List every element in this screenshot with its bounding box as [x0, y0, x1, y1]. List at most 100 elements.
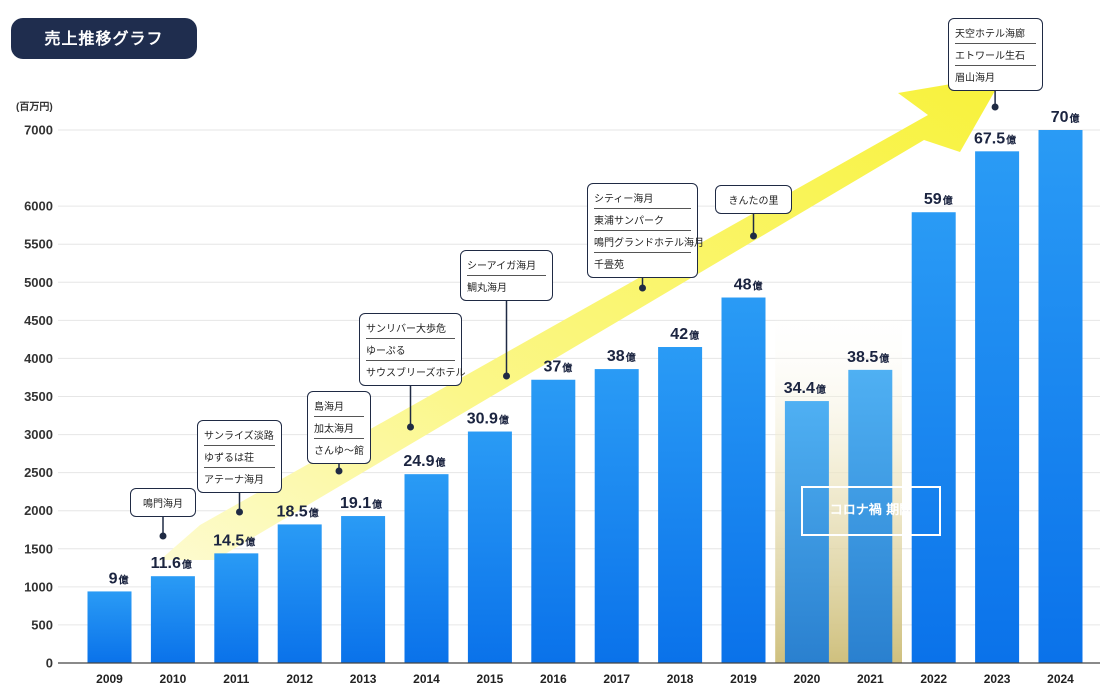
data-label-2011: 14.5 [213, 532, 244, 549]
data-labels: 9 億11.6 億14.5 億18.5 億19.1 億24.9 億30.9 億37 億38 億42… [109, 109, 1080, 587]
leader-dot-2013 [335, 467, 343, 475]
callout-2015-item-0: シーアイガ海月 [467, 254, 546, 276]
bar-2022 [911, 212, 956, 663]
bar-2020 [784, 401, 829, 663]
x-tick-2012: 2012 [286, 672, 313, 686]
callout-2023: 天空ホテル海廊 エトワール生石 眉山海月 [948, 18, 1043, 91]
callout-2019-item-0: きんたの里 [728, 196, 779, 207]
x-tick-2013: 2013 [350, 672, 377, 686]
bar-2009 [87, 591, 132, 663]
callout-2019: きんたの里 [715, 185, 792, 214]
data-label-unit-2019: 億 [753, 280, 763, 293]
callout-2010-item-0: 鳴門海月 [143, 499, 183, 510]
bar-2016 [531, 379, 576, 663]
bar-2021 [848, 369, 893, 663]
trend-arrow [160, 75, 1004, 560]
callout-2018-item-0: シティー海月 [594, 187, 691, 209]
callout-2013-item-2: さんゆ～館 [314, 446, 364, 457]
y-tick-0: 0 [46, 656, 53, 671]
x-tick-2018: 2018 [667, 672, 694, 686]
x-tick-2023: 2023 [984, 672, 1011, 686]
bars [87, 130, 1083, 663]
x-tick-2009: 2009 [96, 672, 123, 686]
bar-2023 [975, 151, 1020, 663]
x-tick-2010: 2010 [160, 672, 187, 686]
data-label-2010: 11.6 [151, 555, 181, 572]
data-label-2012: 18.5 [277, 503, 308, 520]
leader-dot-2010 [159, 532, 167, 540]
callout-2015-item-1: 鯛丸海月 [467, 283, 507, 294]
y-tick-1500: 1500 [24, 541, 53, 556]
y-unit-label: (百万円) [16, 101, 53, 113]
callout-2013-item-0: 島海月 [314, 395, 364, 417]
bar-2017 [594, 369, 639, 663]
callout-2014-item-2: サウスブリーズホテル [366, 368, 466, 379]
y-tick-5000: 5000 [24, 275, 53, 290]
data-label-2016: 37 [544, 359, 562, 376]
callout-2011-item-0: サンライズ淡路 [204, 424, 275, 446]
data-label-2015: 30.9 [467, 411, 498, 428]
callout-2011: サンライズ淡路 ゆずるは荘アテーナ海月 [197, 420, 282, 493]
leader-dot-2011 [236, 508, 243, 516]
leader-dot-2014 [407, 423, 414, 431]
data-label-unit-2014: 億 [436, 456, 446, 469]
y-tick-7000: 7000 [24, 123, 53, 138]
callout-2015: シーアイガ海月鯛丸海月 [460, 250, 553, 301]
callout-2014-item-0: サンリバー大歩危 [366, 317, 455, 339]
x-tick-2019: 2019 [730, 672, 757, 686]
callout-2011-item-2: アテーナ海月 [204, 475, 264, 486]
chart-title: 売上推移グラフ [11, 18, 197, 59]
x-tick-2021: 2021 [857, 672, 884, 686]
data-label-unit-2012: 億 [309, 506, 319, 519]
data-label-unit-2011: 億 [245, 535, 255, 548]
covid-period-label: コロナ禍 期間 [801, 486, 941, 536]
bar-2010 [150, 576, 195, 663]
callout-2011-item-1: ゆずるは荘 [204, 446, 275, 468]
bar-2014 [404, 474, 449, 663]
callout-2018: シティー海月 東浦サンパーク 鳴門グランドホテル海月 千畳苑 [587, 183, 704, 278]
x-tick-2015: 2015 [477, 672, 504, 686]
data-label-2024: 70 [1051, 109, 1069, 126]
x-tick-2024: 2024 [1047, 672, 1074, 686]
callout-2023-item-0: 天空ホテル海廊 [955, 22, 1036, 44]
leader-dot-2023 [991, 103, 999, 111]
callout-2014: サンリバー大歩危 ゆーぷるサウスブリーズホテル [359, 313, 466, 386]
bar-2011 [214, 553, 259, 663]
callout-2013: 島海月 加太海月さんゆ～館 [307, 391, 371, 464]
data-label-unit-2024: 億 [1070, 112, 1080, 125]
data-label-unit-2015: 億 [499, 414, 509, 427]
data-label-2013: 19.1 [340, 495, 371, 512]
x-tick-2020: 2020 [794, 672, 821, 686]
bar-2018 [658, 347, 703, 663]
y-tick-4500: 4500 [24, 313, 53, 328]
data-label-unit-2010: 億 [182, 558, 192, 571]
axes: 0 500 1000 1500 2000 2500 3000 3500 4000 4500 5000… [16, 101, 1100, 686]
leader-dot-2018 [639, 284, 646, 292]
leader-dot-2015 [503, 372, 510, 380]
data-label-2021: 38.5 [847, 349, 878, 366]
data-label-2022: 59 [924, 191, 942, 208]
leader-dot-2019 [750, 232, 757, 240]
bar-2019 [721, 297, 766, 663]
data-label-unit-2017: 億 [626, 351, 636, 364]
data-label-unit-2021: 億 [879, 352, 889, 365]
bar-2024 [1038, 130, 1083, 663]
data-label-2023: 67.5 [974, 130, 1005, 147]
y-tick-3500: 3500 [24, 389, 53, 404]
bar-2012 [277, 524, 322, 663]
x-tick-2011: 2011 [223, 672, 249, 686]
y-tick-500: 500 [31, 617, 53, 632]
callout-2014-item-1: ゆーぷる [366, 339, 455, 361]
data-label-2018: 42 [670, 326, 688, 343]
x-tick-2022: 2022 [920, 672, 947, 686]
callout-2010: 鳴門海月 [130, 488, 196, 517]
bar-2015 [467, 431, 512, 663]
x-tick-2017: 2017 [603, 672, 630, 686]
data-label-2019: 48 [734, 277, 752, 294]
bar-2013 [341, 516, 386, 663]
data-label-unit-2022: 億 [943, 194, 953, 207]
data-label-unit-2016: 億 [562, 362, 572, 375]
callout-2013-item-1: 加太海月 [314, 417, 364, 439]
data-label-unit-2018: 億 [689, 329, 699, 342]
